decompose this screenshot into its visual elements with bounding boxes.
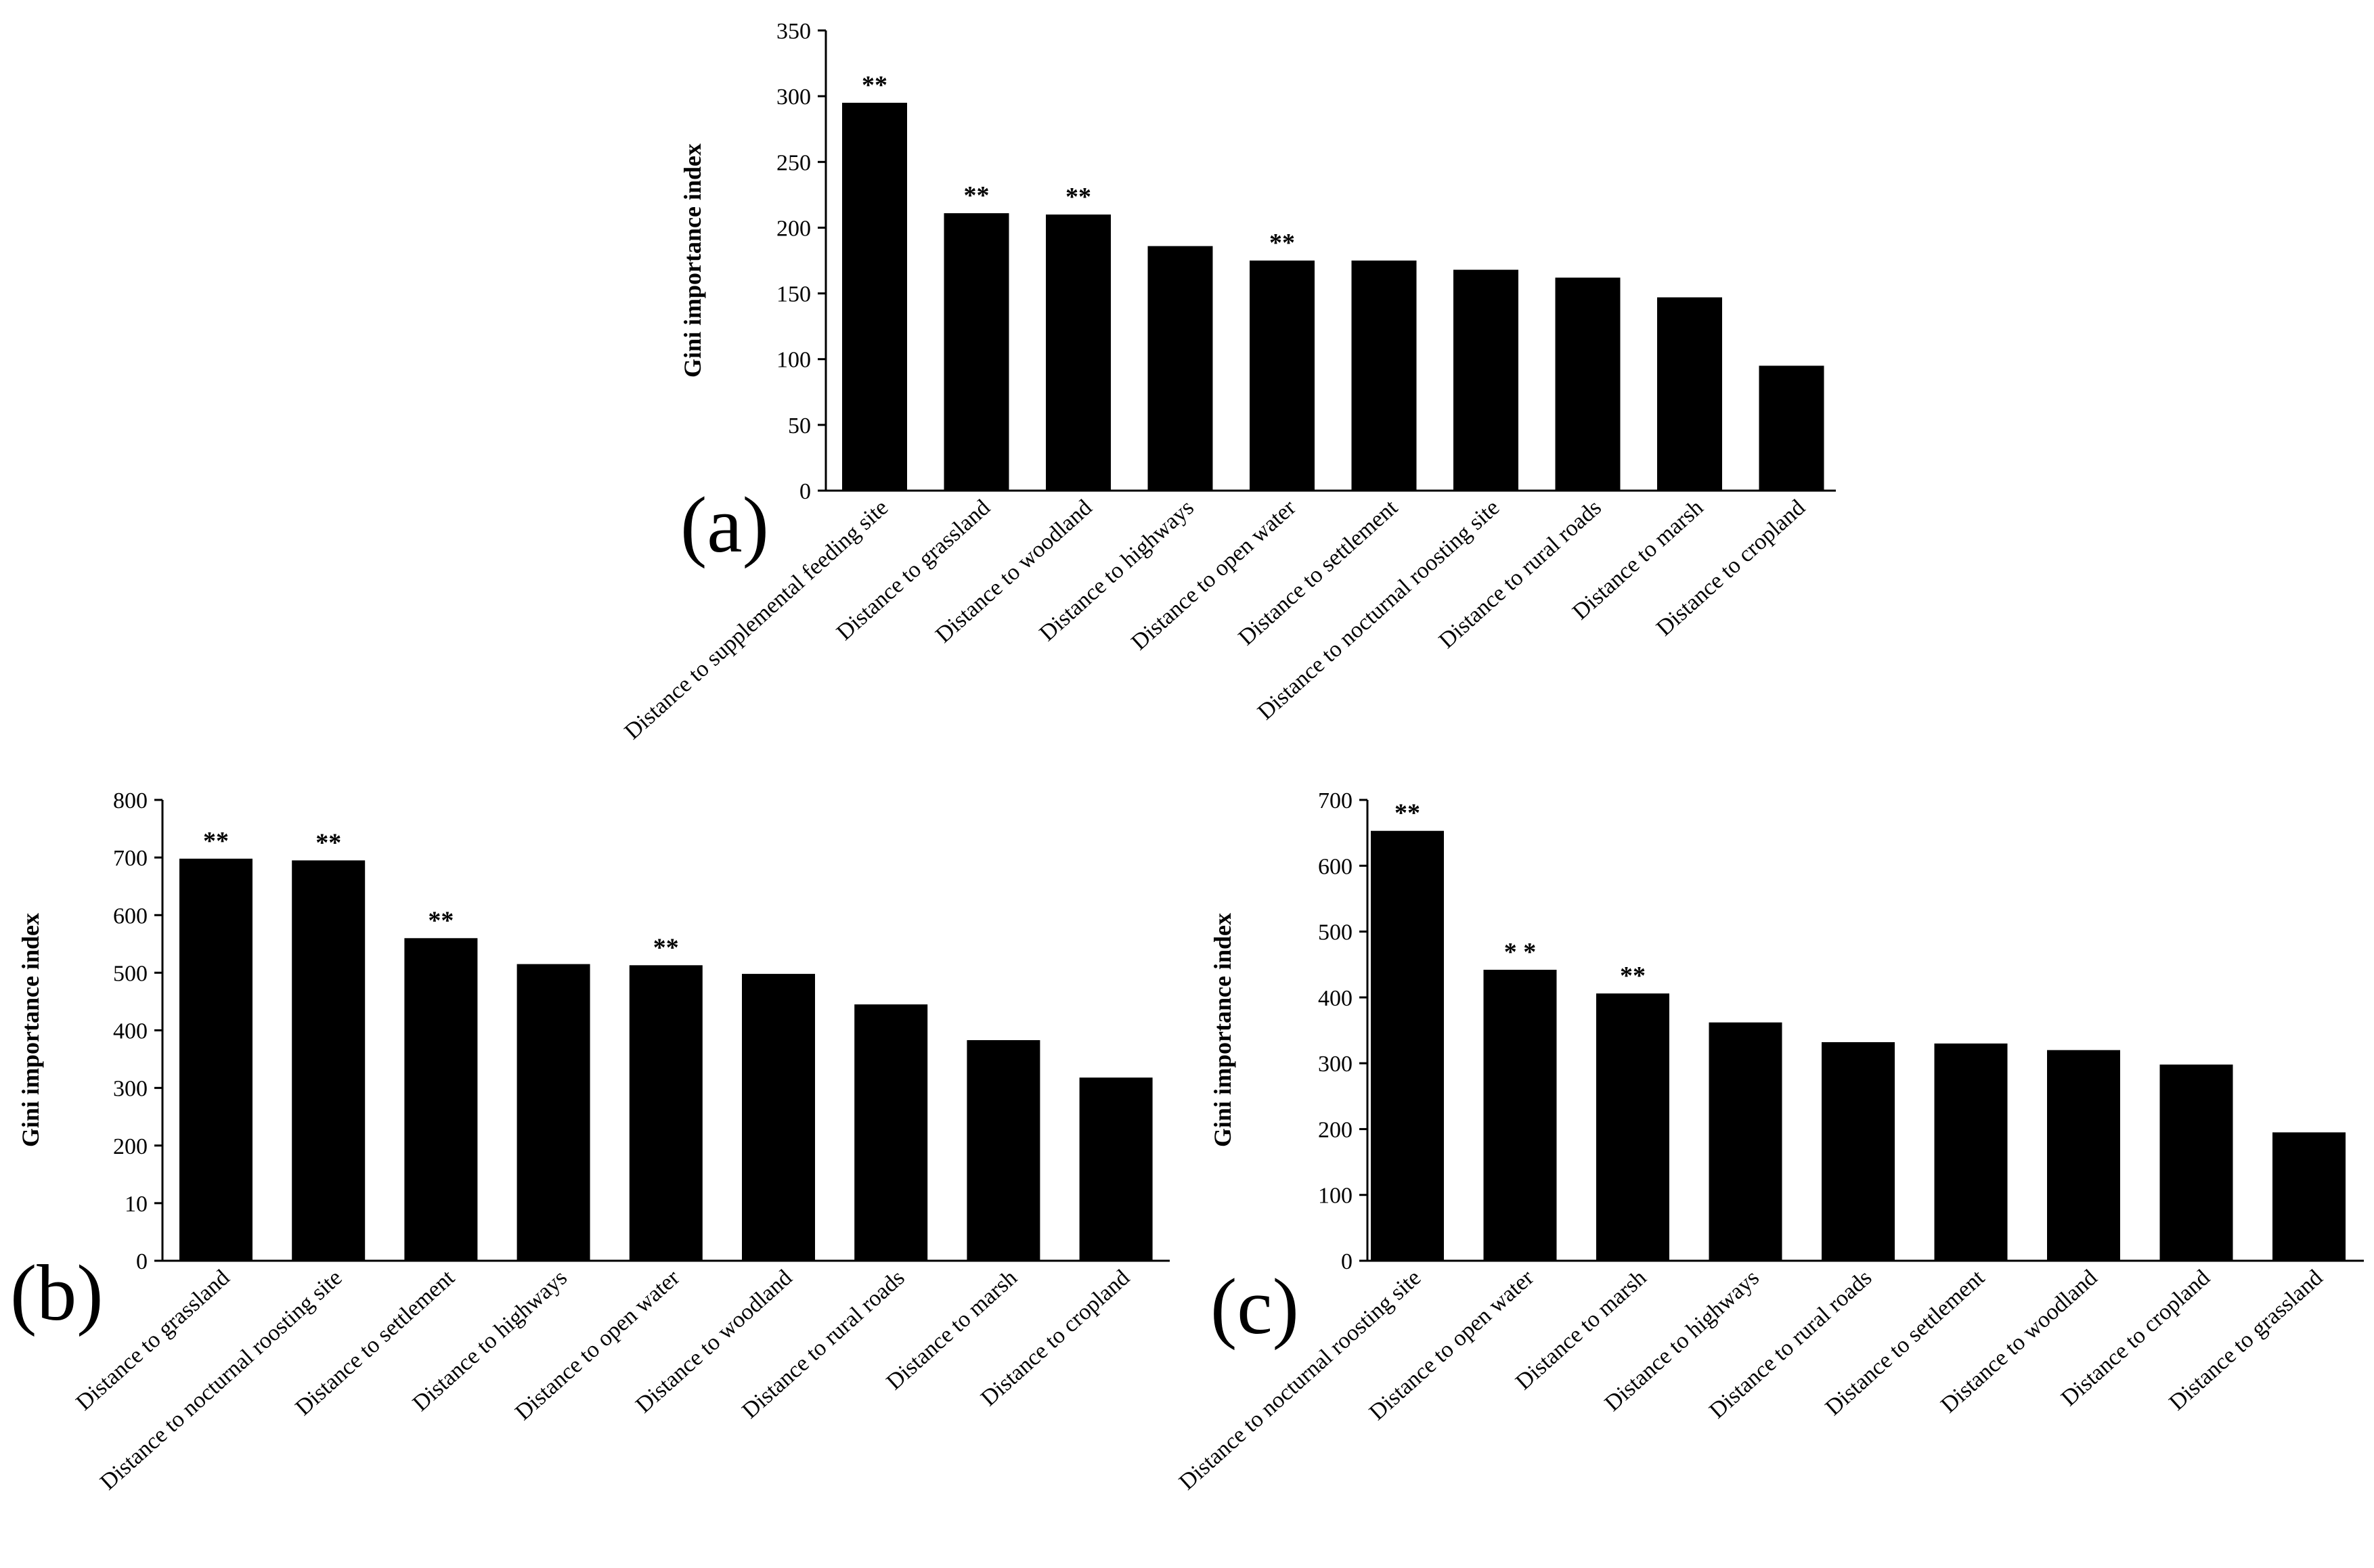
bar	[1596, 993, 1669, 1261]
chart-panel-a: 0 50 100 150 200 250 300 350 Gini importance ind…	[620, 19, 1836, 744]
bar	[2047, 1050, 2120, 1261]
bar	[1371, 830, 1444, 1261]
chart-panel-c: 0 100 200 300 400 500 600 700 Gini importance in…	[1174, 788, 2364, 1495]
significance-label: **	[1620, 962, 1646, 990]
significance-label: **	[1065, 183, 1091, 211]
significance-label: **	[1269, 229, 1295, 257]
bar	[1657, 297, 1722, 491]
significance-label: **	[964, 181, 990, 210]
bar	[1822, 1042, 1895, 1261]
bar	[1759, 365, 1824, 491]
y-tick-label: 200	[113, 1134, 148, 1159]
bar	[2159, 1065, 2233, 1261]
bar	[1453, 269, 1518, 491]
y-tick-label: 200	[776, 216, 811, 241]
x-tick-label: Distance to open water	[1126, 495, 1300, 655]
y-tick-label: 700	[113, 846, 148, 871]
significance-label: **	[653, 933, 679, 962]
panel-label: (c)	[1210, 1262, 1299, 1351]
y-tick-label: 600	[113, 903, 148, 928]
bar	[1555, 277, 1621, 491]
y-tick-label: 50	[788, 413, 811, 439]
x-tick-label: Distance to rural roads	[1434, 495, 1606, 653]
significance-label: **	[862, 71, 887, 99]
y-axis-label: Gini importance index	[1209, 913, 1236, 1147]
bar	[2272, 1132, 2346, 1261]
y-tick-label: 500	[113, 961, 148, 986]
y-tick-label: 800	[113, 788, 148, 813]
y-tick-label: 150	[776, 282, 811, 307]
y-tick-label: 100	[1318, 1184, 1353, 1209]
bar	[629, 965, 703, 1261]
y-tick-label: 250	[776, 150, 811, 175]
bar	[854, 1004, 928, 1261]
panel-label: (a)	[680, 480, 769, 569]
y-tick-label: 100	[776, 348, 811, 373]
significance-label: **	[428, 906, 454, 935]
y-tick-label: 0	[136, 1249, 148, 1274]
significance-label: **	[1394, 799, 1420, 828]
bar	[1046, 215, 1111, 491]
y-tick-label: 0	[799, 479, 811, 504]
y-axis-label: Gini importance index	[679, 143, 706, 378]
y-tick-label: 300	[1318, 1052, 1353, 1077]
bar	[404, 938, 478, 1261]
bar	[944, 213, 1009, 491]
y-tick-label: 10	[125, 1192, 148, 1217]
significance-label: * *	[1504, 938, 1537, 966]
bar	[742, 974, 815, 1261]
bar	[516, 964, 590, 1261]
bar	[1934, 1043, 2008, 1261]
y-tick-label: 300	[776, 85, 811, 110]
y-tick-label: 500	[1318, 920, 1353, 945]
y-tick-label: 700	[1318, 788, 1353, 813]
y-tick-label: 300	[113, 1077, 148, 1102]
y-tick-label: 400	[1318, 986, 1353, 1011]
chart-panel-b: 0 10 200 300 400 500 600 700 800 Gini importance …	[10, 788, 1170, 1495]
bar	[1709, 1022, 1782, 1261]
panel-label: (b)	[10, 1249, 104, 1337]
y-axis-label: Gini importance index	[17, 913, 44, 1147]
y-tick-label: 400	[113, 1019, 148, 1044]
bar	[1483, 969, 1557, 1261]
bar	[179, 858, 252, 1261]
bar	[842, 102, 907, 491]
bar	[1351, 261, 1417, 491]
bar	[292, 860, 366, 1261]
y-tick-label: 350	[776, 19, 811, 44]
significance-label: **	[203, 827, 229, 855]
bar	[1079, 1077, 1153, 1261]
significance-label: **	[315, 828, 341, 857]
bar	[967, 1039, 1040, 1261]
y-tick-label: 0	[1341, 1249, 1353, 1274]
y-tick-label: 600	[1318, 854, 1353, 879]
bar	[1250, 261, 1315, 491]
y-tick-label: 200	[1318, 1117, 1353, 1142]
x-tick-label: Distance to nocturnal roosting site	[95, 1265, 347, 1495]
bar	[1147, 246, 1213, 491]
